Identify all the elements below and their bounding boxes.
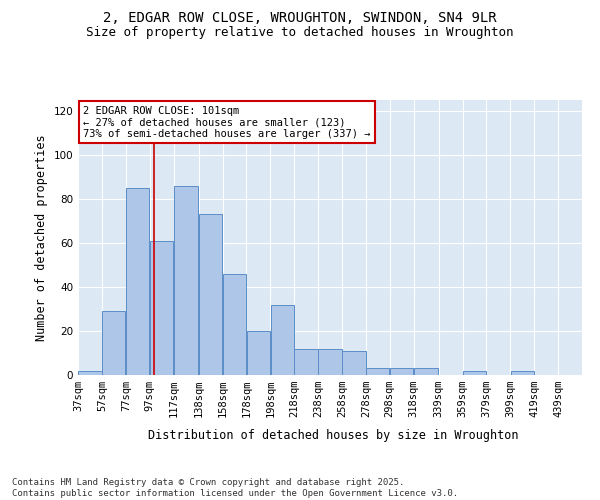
Bar [295, 348, 318, 375]
Bar [271, 304, 294, 375]
Bar [414, 368, 439, 375]
Text: Contains HM Land Registry data © Crown copyright and database right 2025.
Contai: Contains HM Land Registry data © Crown c… [12, 478, 458, 498]
Y-axis label: Number of detached properties: Number of detached properties [35, 134, 48, 341]
Bar [366, 368, 389, 375]
Text: Distribution of detached houses by size in Wroughton: Distribution of detached houses by size … [148, 428, 518, 442]
Bar [463, 370, 486, 375]
Text: 2 EDGAR ROW CLOSE: 101sqm
← 27% of detached houses are smaller (123)
73% of semi: 2 EDGAR ROW CLOSE: 101sqm ← 27% of detac… [83, 106, 371, 138]
Bar [342, 351, 365, 375]
Bar [199, 214, 222, 375]
Bar [511, 370, 534, 375]
Bar [150, 241, 173, 375]
Text: Size of property relative to detached houses in Wroughton: Size of property relative to detached ho… [86, 26, 514, 39]
Bar [223, 274, 246, 375]
Bar [126, 188, 149, 375]
Bar [319, 348, 341, 375]
Bar [78, 370, 101, 375]
Bar [174, 186, 199, 375]
Text: 2, EDGAR ROW CLOSE, WROUGHTON, SWINDON, SN4 9LR: 2, EDGAR ROW CLOSE, WROUGHTON, SWINDON, … [103, 10, 497, 24]
Bar [102, 311, 125, 375]
Bar [247, 331, 270, 375]
Bar [390, 368, 413, 375]
